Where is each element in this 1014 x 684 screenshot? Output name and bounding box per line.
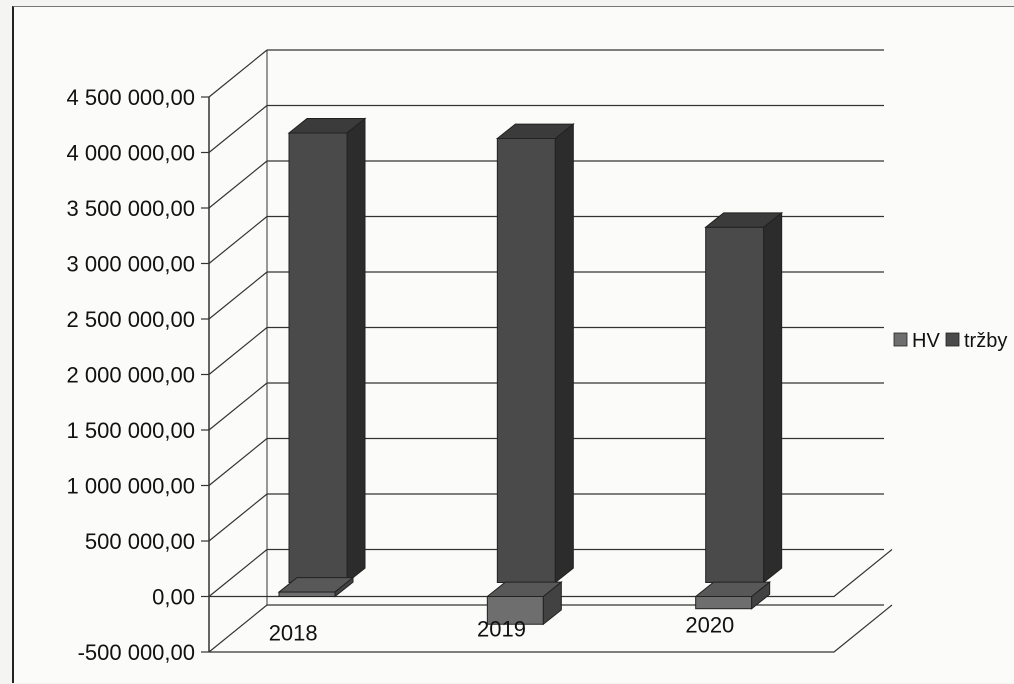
- bar-hv-2018: [277, 576, 355, 598]
- bar-hv-2019-side: [542, 581, 562, 626]
- legend-label-0: HV: [912, 330, 940, 352]
- bar-hv-2019: [485, 581, 563, 626]
- legend: HV tržby: [893, 330, 1007, 352]
- y-tick-label: 4 000 000,00: [67, 141, 195, 166]
- bars: [277, 117, 784, 626]
- gridline-side: [208, 105, 268, 153]
- y-tick-label: 3 000 000,00: [67, 252, 195, 277]
- gridlines: [201, 49, 884, 653]
- gridline-side: [208, 216, 268, 264]
- bar-trzby-2020-side: [763, 211, 783, 584]
- gridline-side: [208, 382, 268, 431]
- legend-label-1: tržby: [964, 330, 1007, 352]
- bar-trzby-2018-front: [288, 132, 348, 583]
- bar-trzby-2018: [287, 117, 367, 584]
- bar-hv-2020: [694, 581, 772, 610]
- x-axis-labels: 2018 2019 2020: [269, 613, 735, 646]
- legend-swatch-1: [945, 332, 960, 347]
- bar-trzby-2018-side: [346, 117, 366, 584]
- y-tick-label: -500 000,00: [78, 640, 195, 665]
- gridline-side: [208, 549, 268, 597]
- bar-hv-2020-side: [751, 581, 771, 610]
- gridline-side: [208, 160, 268, 209]
- bar-trzby-2020-front: [705, 226, 765, 584]
- gridline-side: [208, 327, 268, 375]
- floor-edge: [209, 549, 893, 598]
- bar-trzby-2019: [495, 123, 575, 584]
- gridline-side: [208, 438, 268, 486]
- y-tick-label: 1 000 000,00: [67, 474, 195, 499]
- bar-hv-2020-front: [695, 596, 753, 610]
- y-tick-label: 3 500 000,00: [67, 196, 195, 221]
- y-tick-label: 2 500 000,00: [67, 307, 195, 332]
- y-tick-label: 0,00: [152, 585, 195, 610]
- legend-swatch-0: [893, 332, 908, 347]
- gridline-side: [208, 493, 268, 542]
- bar-trzby-2019-side: [554, 123, 574, 584]
- bar-trzby-2020: [704, 211, 784, 584]
- bar-hv-2018-side: [334, 576, 354, 598]
- y-tick-label: 4 500 000,00: [67, 85, 195, 110]
- floor-bottom-edge: [209, 604, 893, 653]
- y-tick-label: 2 000 000,00: [67, 363, 195, 388]
- bar-trzby-2019-front: [496, 138, 556, 583]
- gridline-side: [208, 604, 268, 653]
- x-tick-label: 2019: [477, 617, 526, 642]
- gridline-side: [208, 49, 268, 98]
- y-tick-label: 500 000,00: [85, 529, 195, 554]
- bar-hv-2019-front: [486, 596, 544, 625]
- x-tick-label: 2020: [685, 613, 734, 638]
- bar-chart-3d: -500 000,00 0,00 500 000,00 1 000 000,00 1 5…: [67, 49, 1007, 665]
- gridline-side: [208, 271, 268, 320]
- x-tick-label: 2018: [269, 621, 318, 646]
- y-tick-label: 1 500 000,00: [67, 418, 195, 443]
- bar-hv-2018-front: [278, 591, 336, 597]
- chart-area: -500 000,00 0,00 500 000,00 1 000 000,00 1 5…: [12, 6, 1014, 683]
- y-axis-labels: -500 000,00 0,00 500 000,00 1 000 000,00 1 5…: [67, 85, 195, 665]
